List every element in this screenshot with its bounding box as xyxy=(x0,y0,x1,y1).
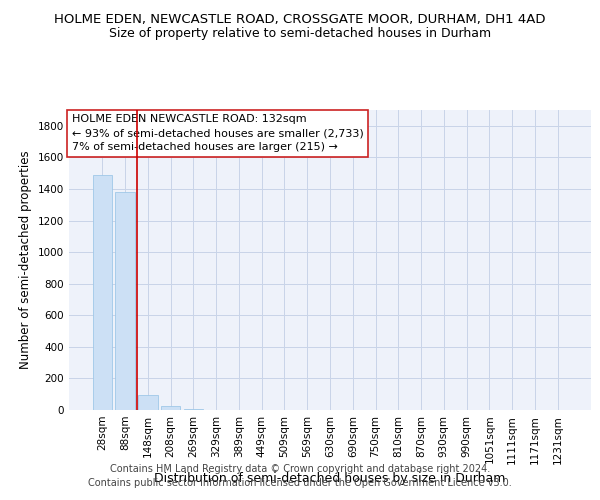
Text: Size of property relative to semi-detached houses in Durham: Size of property relative to semi-detach… xyxy=(109,28,491,40)
Bar xyxy=(184,409,203,410)
Bar xyxy=(93,175,112,410)
Bar xyxy=(138,394,158,410)
Text: Contains HM Land Registry data © Crown copyright and database right 2024.
Contai: Contains HM Land Registry data © Crown c… xyxy=(88,464,512,487)
Y-axis label: Number of semi-detached properties: Number of semi-detached properties xyxy=(19,150,32,370)
Text: HOLME EDEN NEWCASTLE ROAD: 132sqm
← 93% of semi-detached houses are smaller (2,7: HOLME EDEN NEWCASTLE ROAD: 132sqm ← 93% … xyxy=(71,114,364,152)
Bar xyxy=(115,192,135,410)
X-axis label: Distribution of semi-detached houses by size in Durham: Distribution of semi-detached houses by … xyxy=(154,472,506,485)
Text: HOLME EDEN, NEWCASTLE ROAD, CROSSGATE MOOR, DURHAM, DH1 4AD: HOLME EDEN, NEWCASTLE ROAD, CROSSGATE MO… xyxy=(54,12,546,26)
Bar xyxy=(161,406,181,410)
